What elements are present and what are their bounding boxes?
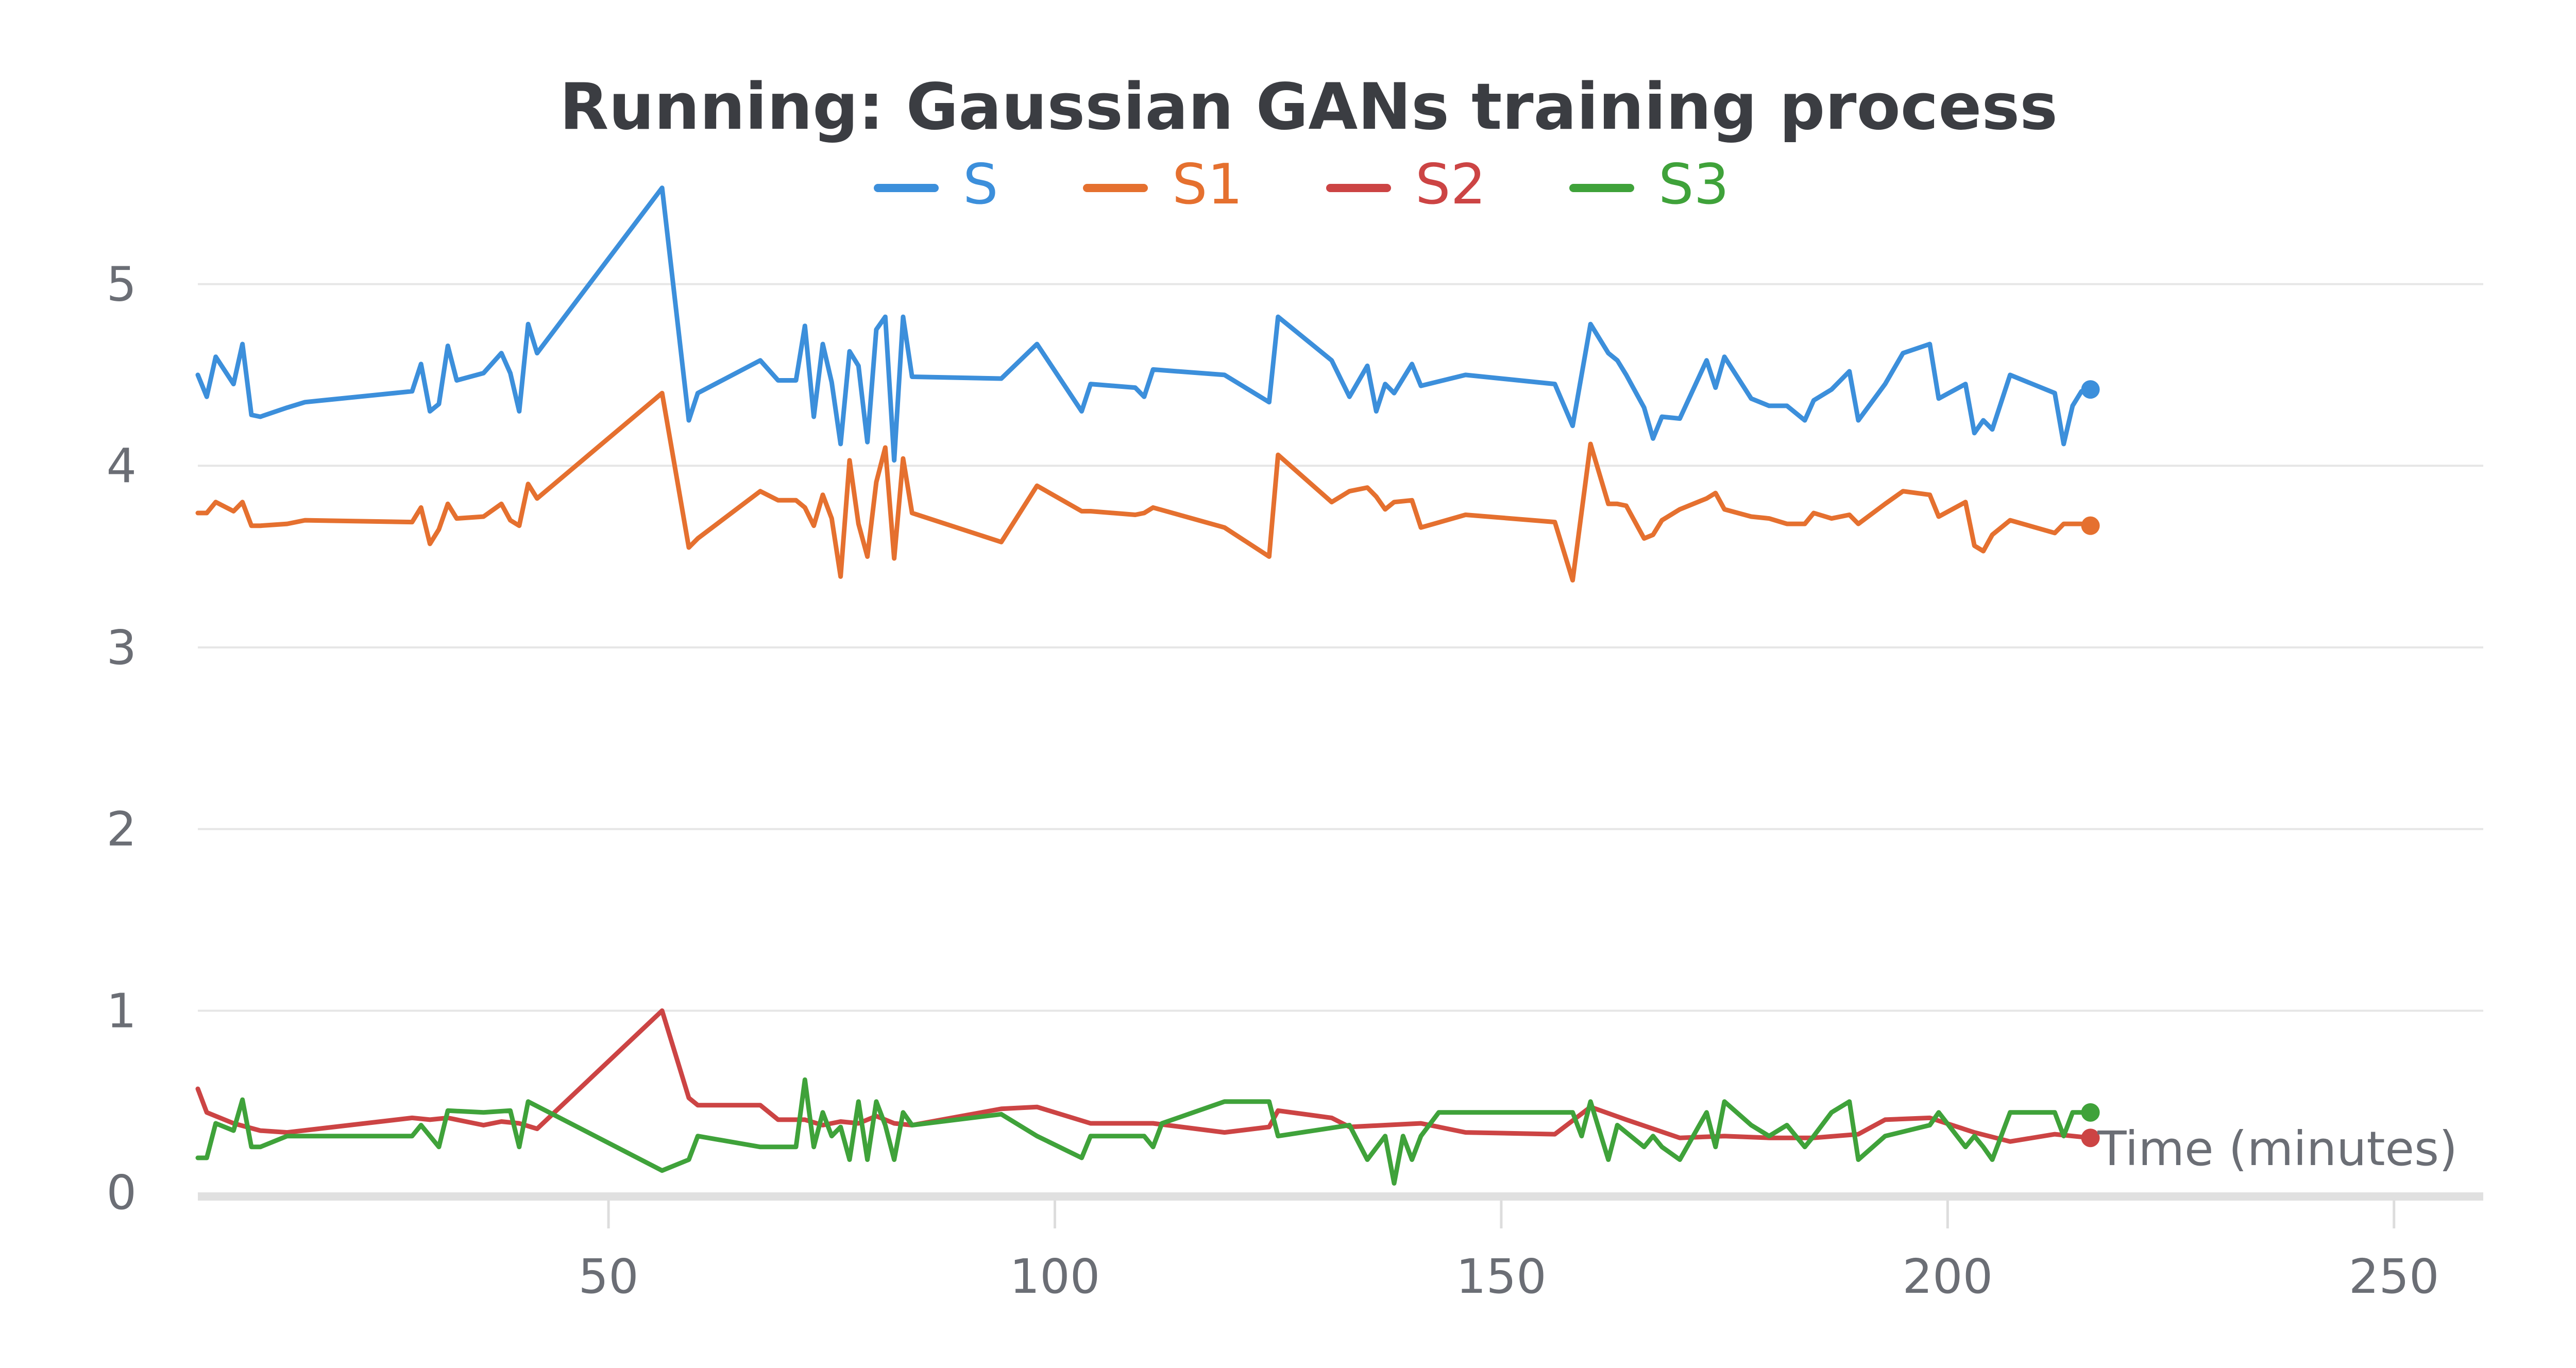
y-axis-ticks: 0 1 2 3 4 5 [106, 257, 137, 1220]
series-end-markers [2081, 380, 2100, 1148]
y-tick-label: 4 [106, 438, 137, 493]
x-tick-label: 250 [2349, 1249, 2439, 1304]
y-tick-label: 2 [106, 802, 137, 857]
chart-title: Running: Gaussian GANs training process [560, 70, 2058, 144]
y-tick-label: 3 [106, 620, 137, 675]
series-end-point-s1 [2081, 516, 2100, 535]
chart-legend: S S1 S2 S3 [874, 152, 1729, 217]
series-line-s [195, 185, 2093, 463]
x-tick-label: 200 [1903, 1249, 1993, 1304]
x-tick-label: 150 [1456, 1249, 1547, 1304]
legend-label: S [963, 152, 998, 217]
series-line-s1 [195, 390, 2093, 583]
legend-item-s1[interactable]: S1 [1083, 152, 1243, 217]
legend-label: S1 [1172, 152, 1243, 217]
legend-label: S3 [1658, 152, 1729, 217]
x-axis-label: Time (minutes) [2097, 1121, 2458, 1176]
legend-item-s2[interactable]: S2 [1326, 152, 1486, 217]
x-axis: 50 100 150 200 250 [198, 1192, 2483, 1304]
legend-item-s[interactable]: S [874, 152, 998, 217]
series-end-point-s3 [2081, 1103, 2100, 1122]
legend-item-s3[interactable]: S3 [1569, 152, 1729, 217]
grid-lines [198, 283, 2483, 1012]
y-tick-label: 1 [106, 983, 137, 1038]
x-tick-label: 100 [1010, 1249, 1100, 1304]
series-lines [195, 185, 2093, 1186]
series-line-s3 [195, 1077, 2093, 1186]
series-end-point-s2 [2081, 1128, 2100, 1148]
legend-label: S2 [1415, 152, 1486, 217]
series-line-s2 [195, 1008, 2093, 1144]
y-tick-label: 0 [106, 1165, 137, 1220]
x-tick-label: 50 [579, 1249, 639, 1304]
series-end-point-s [2081, 380, 2100, 399]
y-tick-label: 5 [106, 257, 137, 312]
